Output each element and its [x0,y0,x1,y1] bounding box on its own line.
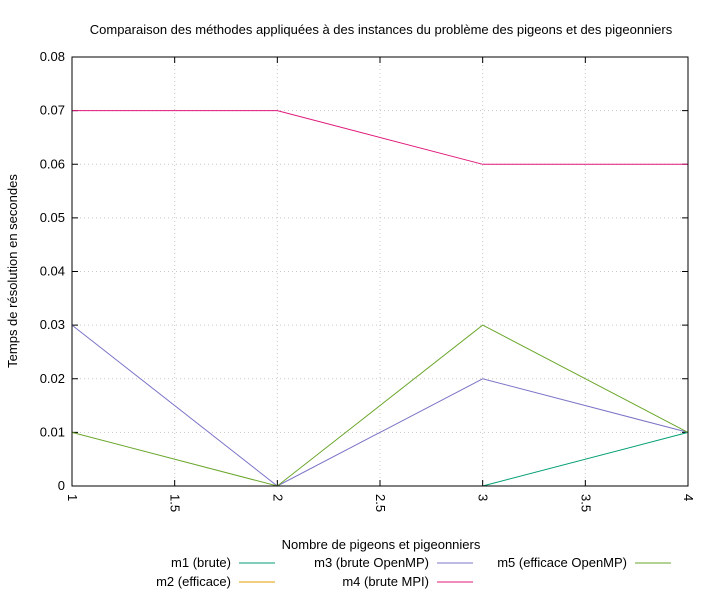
x-tick-label: 2 [270,494,285,501]
series-line [71,324,689,487]
grid-lines [72,57,688,486]
y-tick-label: 0.08 [40,49,65,64]
legend: m1 (brute) m2 (efficace) m3 (brute OpenMP)… [156,555,671,589]
y-tick-label: 0.05 [40,210,65,225]
x-tick-label: 3 [476,494,491,501]
x-tick-label: 1.5 [168,494,183,512]
x-tick-label: 3.5 [578,494,593,512]
legend-label: m4 (brute MPI) [342,574,429,589]
chart-title: Comparaison des méthodes appliquées à de… [90,22,673,37]
y-axis-label: Temps de résolution en secondes [5,174,20,368]
y-tick-label: 0.01 [40,424,65,439]
axis-ticks: 0 0.01 0.02 0.03 0.04 0.05 0.06 0.07 0.08 1 1.5 2 2.… [40,49,696,512]
y-tick-label: 0 [58,478,65,493]
y-tick-label: 0.03 [40,317,65,332]
x-tick-label: 2.5 [373,494,388,512]
y-tick-label: 0.02 [40,371,65,386]
y-tick-label: 0.07 [40,103,65,118]
legend-label: m1 (brute) [171,555,231,570]
legend-label: m2 (efficace) [156,574,231,589]
plot-border [71,56,689,487]
y-tick-label: 0.04 [40,264,65,279]
series-line [71,324,689,487]
x-tick-label: 1 [65,494,80,501]
series-line [72,110,688,165]
x-axis-label: Nombre de pigeons et pigeonniers [282,537,481,552]
legend-label: m3 (brute OpenMP) [314,555,429,570]
y-tick-label: 0.06 [40,156,65,171]
legend-label: m5 (efficace OpenMP) [497,555,627,570]
x-tick-label: 4 [681,494,696,501]
